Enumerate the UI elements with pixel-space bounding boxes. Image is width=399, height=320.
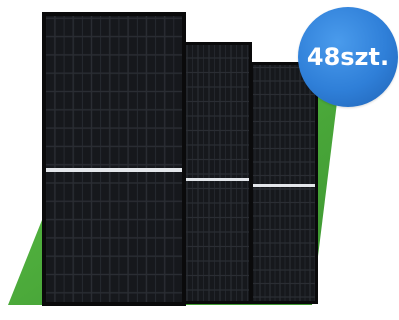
quantity-badge: 48szt.: [298, 7, 398, 107]
solar-panel-middle: [182, 42, 252, 304]
solar-panel-back: [250, 62, 318, 304]
solar-panel-front: [42, 12, 186, 306]
